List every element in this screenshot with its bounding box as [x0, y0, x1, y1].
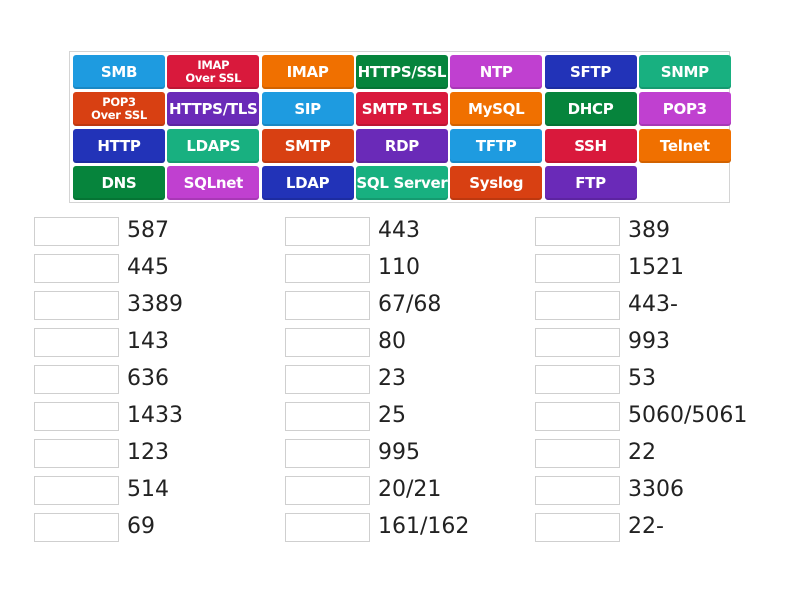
- drop-slot[interactable]: [535, 513, 620, 542]
- drop-slot[interactable]: [34, 254, 119, 283]
- protocol-tile-bank: SMB IMAP Over SSL IMAP HTTPS/SSL NTP SFTP SNMP P…: [69, 51, 731, 203]
- protocol-tile[interactable]: SQLnet: [167, 166, 260, 200]
- protocol-tile[interactable]: Telnet: [638, 129, 731, 163]
- port-label: 3389: [127, 292, 183, 317]
- drop-slot[interactable]: [535, 476, 620, 505]
- port-label: 80: [378, 329, 406, 354]
- protocol-tile[interactable]: POP3 Over SSL: [73, 92, 165, 126]
- port-label: 514: [127, 477, 169, 502]
- port-label: 3306: [628, 477, 684, 502]
- port-label: 22: [628, 440, 656, 465]
- drop-slot[interactable]: [34, 328, 119, 357]
- drop-slot[interactable]: [285, 217, 370, 246]
- drop-slot[interactable]: [34, 291, 119, 320]
- drop-slot[interactable]: [34, 439, 119, 468]
- drop-slot[interactable]: [34, 217, 119, 246]
- protocol-tile[interactable]: IMAP: [261, 55, 354, 89]
- port-label: 143: [127, 329, 169, 354]
- protocol-tile[interactable]: POP3: [638, 92, 731, 126]
- protocol-tile[interactable]: MySQL: [450, 92, 543, 126]
- drop-slot[interactable]: [285, 291, 370, 320]
- port-label: 587: [127, 218, 169, 243]
- protocol-tile[interactable]: SMB: [73, 55, 165, 89]
- port-label: 123: [127, 440, 169, 465]
- port-label: 1521: [628, 255, 684, 280]
- drop-slot[interactable]: [535, 328, 620, 357]
- drop-slot[interactable]: [34, 476, 119, 505]
- port-label: 20/21: [378, 477, 442, 502]
- protocol-tile[interactable]: Syslog: [450, 166, 543, 200]
- drop-slot[interactable]: [535, 291, 620, 320]
- protocol-tile[interactable]: IMAP Over SSL: [167, 55, 260, 89]
- drop-slot[interactable]: [535, 254, 620, 283]
- protocol-tile[interactable]: HTTP: [73, 129, 165, 163]
- drop-slot[interactable]: [285, 365, 370, 394]
- drop-slot[interactable]: [285, 328, 370, 357]
- protocol-tile[interactable]: LDAPS: [167, 129, 260, 163]
- drop-slot[interactable]: [535, 217, 620, 246]
- drop-slot[interactable]: [535, 402, 620, 431]
- protocol-tile[interactable]: SIP: [261, 92, 354, 126]
- port-label: 443-: [628, 292, 678, 317]
- protocol-tile[interactable]: TFTP: [450, 129, 543, 163]
- port-label: 995: [378, 440, 420, 465]
- port-label: 161/162: [378, 514, 470, 539]
- port-label: 69: [127, 514, 155, 539]
- protocol-tile[interactable]: HTTPS/SSL: [355, 55, 448, 89]
- drop-slot[interactable]: [535, 439, 620, 468]
- protocol-tile[interactable]: DNS: [73, 166, 165, 200]
- port-label: 53: [628, 366, 656, 391]
- protocol-tile[interactable]: SNMP: [638, 55, 731, 89]
- port-label: 25: [378, 403, 406, 428]
- drop-slot[interactable]: [34, 513, 119, 542]
- drop-slot[interactable]: [285, 439, 370, 468]
- port-label: 22-: [628, 514, 664, 539]
- protocol-tile[interactable]: SSH: [544, 129, 637, 163]
- drop-slot[interactable]: [285, 254, 370, 283]
- drop-slot[interactable]: [34, 402, 119, 431]
- protocol-tile[interactable]: SMTP TLS: [355, 92, 448, 126]
- protocol-tile[interactable]: DHCP: [544, 92, 637, 126]
- protocol-tile[interactable]: SQL Server: [355, 166, 448, 200]
- drop-slot[interactable]: [285, 513, 370, 542]
- protocol-tile[interactable]: RDP: [355, 129, 448, 163]
- port-label: 5060/5061: [628, 403, 748, 428]
- port-label: 389: [628, 218, 670, 243]
- drop-slot[interactable]: [285, 402, 370, 431]
- port-label: 110: [378, 255, 420, 280]
- drop-slot[interactable]: [34, 365, 119, 394]
- port-label: 23: [378, 366, 406, 391]
- protocol-tile[interactable]: LDAP: [261, 166, 354, 200]
- protocol-tile[interactable]: SFTP: [544, 55, 637, 89]
- port-label: 67/68: [378, 292, 442, 317]
- protocol-tile[interactable]: NTP: [450, 55, 543, 89]
- protocol-tile[interactable]: FTP: [544, 166, 637, 200]
- drop-slot[interactable]: [285, 476, 370, 505]
- port-label: 636: [127, 366, 169, 391]
- protocol-tile[interactable]: HTTPS/TLS: [167, 92, 260, 126]
- port-label: 445: [127, 255, 169, 280]
- port-label: 993: [628, 329, 670, 354]
- protocol-tile[interactable]: SMTP: [261, 129, 354, 163]
- port-label: 443: [378, 218, 420, 243]
- drop-slot[interactable]: [535, 365, 620, 394]
- port-label: 1433: [127, 403, 183, 428]
